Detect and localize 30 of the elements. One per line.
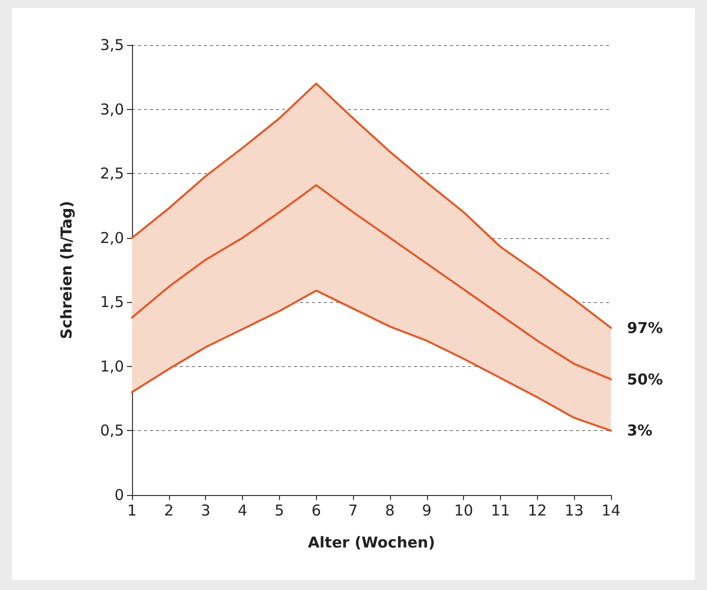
x-tick-label: 3	[200, 502, 210, 520]
x-tick-label: 8	[385, 502, 395, 520]
x-tick-label: 12	[528, 502, 547, 520]
x-tick-label: 10	[454, 502, 474, 520]
y-tick-label: 3,5	[100, 36, 124, 54]
y-tick-label: 1,5	[100, 293, 124, 312]
x-tick-label: 1	[127, 502, 137, 520]
x-tick-label: 13	[564, 502, 584, 520]
y-tick-label: 0	[114, 486, 124, 504]
x-tick-label: 7	[348, 502, 358, 520]
series-label: 3%	[627, 422, 652, 440]
series-label: 97%	[627, 318, 663, 337]
y-tick-label: 2,5	[100, 164, 124, 183]
x-tick-label: 4	[238, 502, 248, 520]
y-tick-label: 2,0	[100, 228, 124, 247]
line-series	[131, 82, 612, 329]
y-tick-label: 0,5	[100, 422, 124, 440]
x-tick-label: 9	[422, 502, 432, 520]
x-tick-label: 6	[311, 502, 322, 520]
x-tick-label: 2	[164, 502, 174, 520]
x-tick-label: 5	[274, 502, 284, 520]
line-series	[131, 290, 612, 432]
y-axis-title: Schreien (h/Tag)	[58, 200, 76, 340]
x-tick-label: 14	[601, 502, 621, 520]
series-label: 50%	[627, 370, 663, 388]
y-tick-label: 3,0	[100, 100, 124, 118]
line-series	[131, 184, 612, 380]
y-tick-label: 1,0	[100, 357, 124, 376]
x-tick-label: 11	[490, 502, 510, 520]
x-axis-title: Alter (Wochen)	[308, 534, 436, 552]
